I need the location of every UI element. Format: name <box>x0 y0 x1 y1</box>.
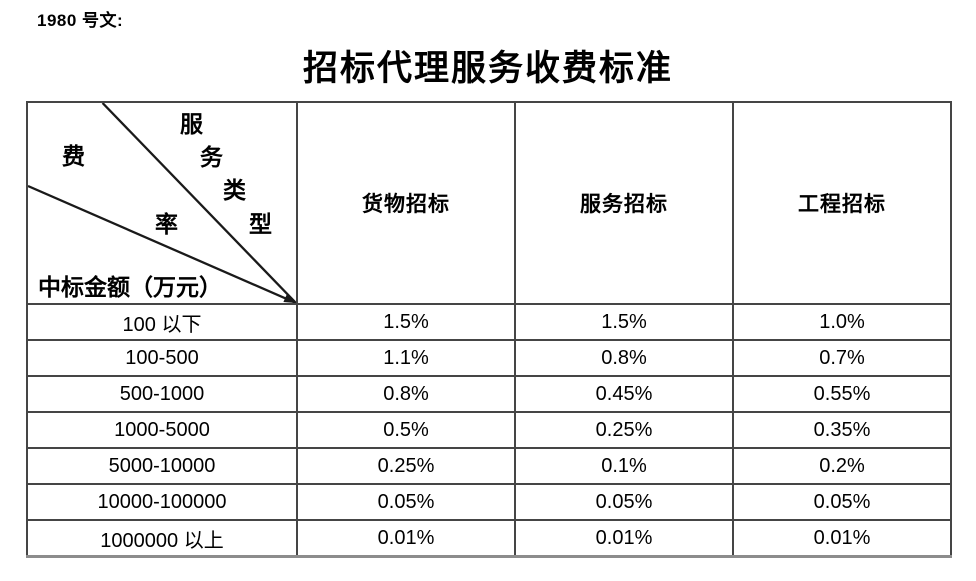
cell-goods-rate: 0.25% <box>296 447 516 485</box>
cell-goods-rate: 0.8% <box>296 375 516 413</box>
cell-goods-rate: 1.5% <box>296 303 516 341</box>
table-row: 10000-100000 0.05% 0.05% 0.05% <box>26 483 952 521</box>
table-corner-cell: 费 率 服 务 类 型 中标金额（万元） <box>26 101 298 305</box>
cell-service-rate: 0.8% <box>514 339 734 377</box>
row-label: 500-1000 <box>26 375 298 413</box>
table-row: 1000000 以上 0.01% 0.01% 0.01% <box>26 519 952 558</box>
cell-engineering-rate: 0.35% <box>732 411 952 449</box>
corner-char-service-1: 服 <box>180 112 203 137</box>
corner-amount-label: 中标金额（万元） <box>38 275 222 300</box>
table-row: 1000-5000 0.5% 0.25% 0.35% <box>26 411 952 449</box>
cell-goods-rate: 1.1% <box>296 339 516 377</box>
cell-goods-rate: 0.01% <box>296 519 516 558</box>
cell-service-rate: 0.05% <box>514 483 734 521</box>
cell-engineering-rate: 0.01% <box>732 519 952 558</box>
table-row: 500-1000 0.8% 0.45% 0.55% <box>26 375 952 413</box>
column-header-goods: 货物招标 <box>296 101 516 305</box>
cell-engineering-rate: 0.7% <box>732 339 952 377</box>
corner-char-service-4: 型 <box>249 212 272 237</box>
cell-goods-rate: 0.05% <box>296 483 516 521</box>
row-label: 100 以下 <box>26 303 298 341</box>
corner-char-service-2: 务 <box>200 145 223 170</box>
page-title: 招标代理服务收费标准 <box>302 49 673 88</box>
cell-service-rate: 1.5% <box>514 303 734 341</box>
cell-service-rate: 0.25% <box>514 411 734 449</box>
table-header-row: 费 率 服 务 类 型 中标金额（万元） 货物招标 服务招标 工程招标 <box>26 101 952 305</box>
diagonal-divider-lines-icon <box>28 103 296 303</box>
cell-engineering-rate: 1.0% <box>732 303 952 341</box>
row-label: 5000-10000 <box>26 447 298 485</box>
corner-char-fee: 费 <box>62 144 85 169</box>
row-label: 1000000 以上 <box>26 519 298 558</box>
fee-table: 费 率 服 务 类 型 中标金额（万元） 货物招标 服务招标 工程招标 100 … <box>26 101 952 558</box>
cell-service-rate: 0.01% <box>514 519 734 558</box>
cell-engineering-rate: 0.05% <box>732 483 952 521</box>
table-row: 100-500 1.1% 0.8% 0.7% <box>26 339 952 377</box>
corner-char-service-3: 类 <box>223 178 246 203</box>
row-label: 100-500 <box>26 339 298 377</box>
cell-engineering-rate: 0.2% <box>732 447 952 485</box>
table-row: 100 以下 1.5% 1.5% 1.0% <box>26 303 952 341</box>
column-header-engineering: 工程招标 <box>732 101 952 305</box>
column-header-service: 服务招标 <box>514 101 734 305</box>
cell-service-rate: 0.1% <box>514 447 734 485</box>
doc-number-label: 1980 号文: <box>37 11 124 30</box>
cell-engineering-rate: 0.55% <box>732 375 952 413</box>
table-row: 5000-10000 0.25% 0.1% 0.2% <box>26 447 952 485</box>
row-label: 10000-100000 <box>26 483 298 521</box>
row-label: 1000-5000 <box>26 411 298 449</box>
corner-char-rate: 率 <box>155 212 178 237</box>
cell-goods-rate: 0.5% <box>296 411 516 449</box>
cell-service-rate: 0.45% <box>514 375 734 413</box>
